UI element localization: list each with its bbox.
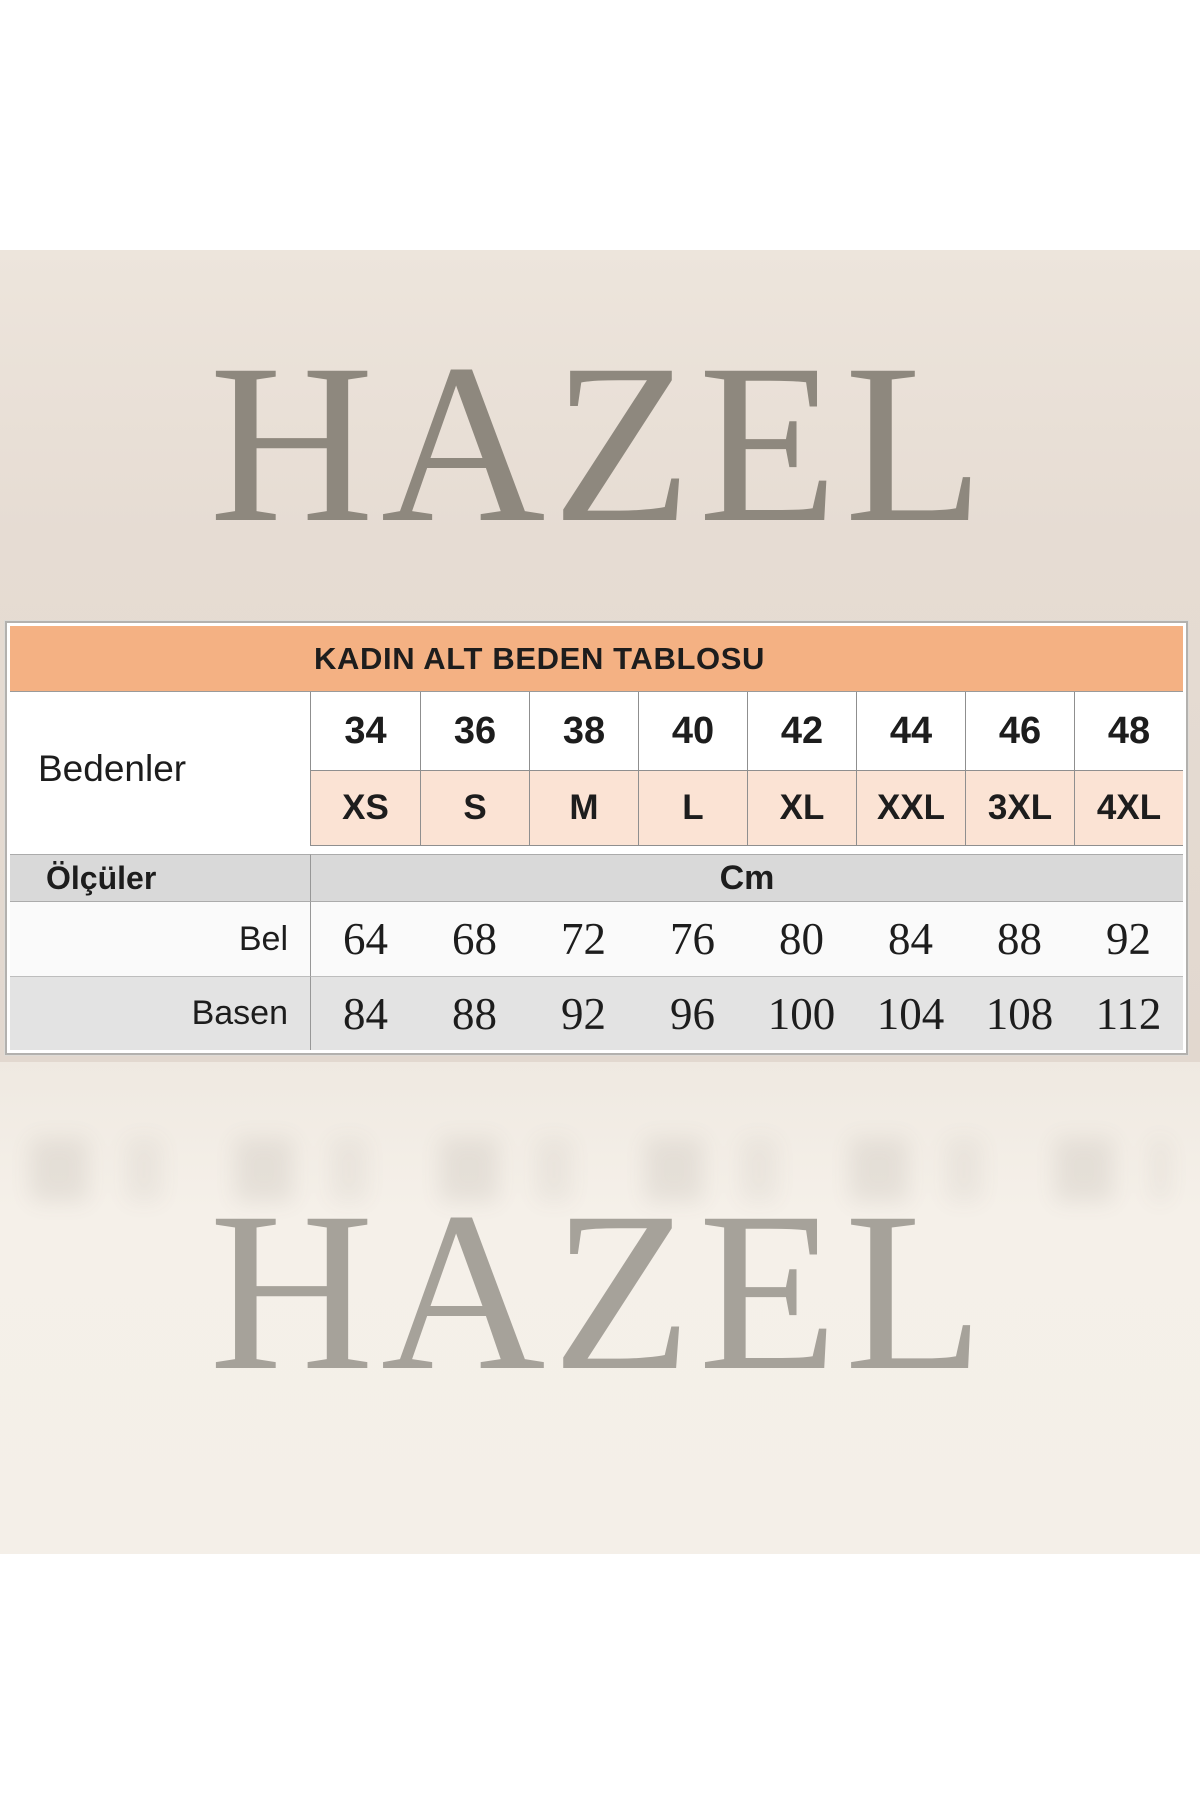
brand-logo-top: HAZEL [209,318,991,570]
size-eu-cell: 46 [965,692,1074,770]
size-intl-cell: 3XL [965,770,1074,846]
size-eu-cell: 42 [747,692,856,770]
size-eu-cell: 38 [529,692,638,770]
blurred-text-remnant-band [30,1138,1170,1202]
waist-value-cell: 68 [420,902,529,976]
size-eu-cell: 44 [856,692,965,770]
hips-value-cell: 84 [311,976,420,1050]
waist-value-cell: 64 [311,902,420,976]
hips-value-cell: 104 [856,976,965,1050]
unit-cell: Cm [311,854,1183,902]
size-intl-cell: XXL [856,770,965,846]
waist-value-cell: 88 [965,902,1074,976]
hips-row-label: Basen [10,976,311,1050]
size-intl-cell: L [638,770,747,846]
size-intl-cell: XS [311,770,420,846]
size-eu-cell: 40 [638,692,747,770]
size-eu-cell: 34 [311,692,420,770]
bottom-beige-band [0,1062,1200,1554]
hips-value-cell: 108 [965,976,1074,1050]
waist-value-cell: 84 [856,902,965,976]
waist-value-cell: 92 [1074,902,1183,976]
waist-row-label: Bel [10,902,311,976]
size-intl-cell: S [420,770,529,846]
hips-value-cell: 100 [747,976,856,1050]
size-intl-cell: 4XL [1074,770,1183,846]
measures-row-label: Ölçüler [10,854,311,902]
hips-value-cell: 92 [529,976,638,1050]
table-title: KADIN ALT BEDEN TABLOSU [313,640,766,676]
size-table-grid: KADIN ALT BEDEN TABLOSU Bedenler 34 36 3… [10,626,1183,1050]
hips-value-cell: 112 [1074,976,1183,1050]
size-intl-cell: XL [747,770,856,846]
waist-value-cell: 76 [638,902,747,976]
hips-value-cell: 96 [638,976,747,1050]
waist-value-cell: 72 [529,902,638,976]
table-section-divider [10,846,1183,854]
size-table: KADIN ALT BEDEN TABLOSU Bedenler 34 36 3… [4,620,1189,1056]
brand-logo-bottom: HAZEL [209,1166,991,1418]
hips-value-cell: 88 [420,976,529,1050]
waist-value-cell: 80 [747,902,856,976]
size-eu-cell: 36 [420,692,529,770]
size-intl-cell: M [529,770,638,846]
size-eu-cell: 48 [1074,692,1183,770]
sizes-row-label: Bedenler [10,692,311,846]
table-title-cell: KADIN ALT BEDEN TABLOSU [10,626,1183,692]
